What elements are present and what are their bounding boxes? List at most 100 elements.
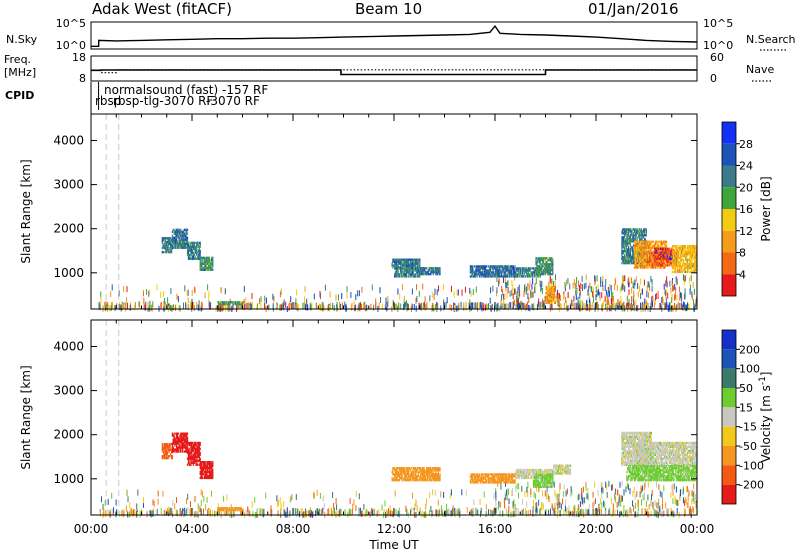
power-scatter-cell bbox=[509, 302, 511, 309]
power-scatter-cell bbox=[631, 296, 633, 302]
power-echo-cell bbox=[410, 275, 413, 278]
power-echo-cell bbox=[395, 273, 397, 276]
power-echo-cell bbox=[199, 266, 201, 269]
power-y-tick-label: 2000 bbox=[53, 222, 84, 236]
power-scatter-cell bbox=[557, 300, 559, 307]
power-scatter-cell bbox=[251, 293, 253, 299]
velocity-scatter-cell bbox=[136, 503, 138, 510]
power-echo-cell bbox=[552, 269, 554, 272]
power-echo-cell bbox=[478, 271, 480, 274]
power-echo-cell bbox=[625, 246, 627, 249]
velocity-scatter-cell bbox=[646, 508, 648, 515]
power-scatter-cell bbox=[653, 302, 655, 309]
velocity-scatter-cell bbox=[506, 489, 508, 496]
velocity-scatter-cell bbox=[557, 511, 559, 518]
power-echo-cell bbox=[171, 239, 173, 242]
power-echo-cell bbox=[637, 232, 639, 235]
power-echo-cell bbox=[176, 232, 179, 235]
power-echo-cell bbox=[395, 264, 397, 267]
power-echo-cell bbox=[186, 230, 188, 233]
power-echo-cell bbox=[631, 228, 633, 231]
power-echo-cell bbox=[628, 236, 631, 239]
power-echo-cell bbox=[207, 266, 209, 269]
power-echo-cell bbox=[674, 268, 676, 272]
power-scatter-cell bbox=[424, 301, 426, 308]
velocity-echo-cell bbox=[166, 445, 168, 448]
power-echo-cell bbox=[642, 250, 644, 253]
power-echo-cell bbox=[654, 255, 657, 258]
power-echo-cell bbox=[487, 265, 489, 268]
power-scatter-cell bbox=[578, 284, 580, 291]
power-echo-cell bbox=[200, 256, 202, 259]
velocity-scatter-cell bbox=[332, 492, 334, 498]
velocity-echo-cell bbox=[176, 448, 178, 451]
power-scatter-cell bbox=[520, 300, 522, 307]
power-scatter-cell bbox=[641, 289, 643, 295]
power-echo-cell bbox=[193, 247, 195, 250]
power-echo-cell bbox=[627, 254, 629, 257]
power-echo-cell bbox=[638, 262, 641, 265]
power-scatter-cell bbox=[111, 284, 113, 291]
power-echo-cell bbox=[628, 228, 631, 231]
power-echo-cell bbox=[688, 251, 690, 254]
power-echo-cell bbox=[634, 258, 636, 261]
power-scatter-cell bbox=[634, 279, 636, 286]
power-echo-cell bbox=[635, 246, 637, 249]
velocity-scatter-cell bbox=[219, 509, 221, 516]
power-echo-cell bbox=[552, 273, 554, 276]
power-echo-cell bbox=[681, 264, 683, 268]
power-scatter-cell bbox=[616, 302, 618, 309]
power-echo-cell bbox=[553, 291, 555, 295]
power-scatter-cell bbox=[315, 302, 317, 309]
power-echo-cell bbox=[404, 273, 407, 276]
power-echo-cell bbox=[170, 251, 172, 254]
power-echo-cell bbox=[183, 228, 185, 231]
power-echo-cell bbox=[651, 252, 653, 255]
velocity-scatter-cell bbox=[621, 495, 623, 502]
power-echo-cell bbox=[625, 232, 627, 235]
power-echo-cell bbox=[498, 269, 500, 272]
power-echo-cell bbox=[621, 240, 623, 243]
power-scatter-cell bbox=[610, 285, 612, 292]
power-echo-cell bbox=[548, 285, 551, 289]
power-scatter-cell bbox=[329, 303, 331, 309]
velocity-scatter-cell bbox=[581, 498, 583, 505]
power-echo-cell bbox=[202, 256, 204, 259]
power-echo-cell bbox=[674, 258, 676, 262]
velocity-scatter-cell bbox=[673, 511, 675, 518]
power-scatter-cell bbox=[354, 305, 356, 312]
power-scatter-cell bbox=[582, 302, 584, 309]
velocity-scatter-cell bbox=[479, 498, 481, 505]
power-scatter-cell bbox=[674, 302, 676, 309]
velocity-scatter-cell bbox=[475, 508, 477, 515]
power-scatter-cell bbox=[689, 284, 691, 291]
power-echo-cell bbox=[552, 263, 554, 266]
power-echo-cell bbox=[650, 266, 652, 269]
power-echo-cell bbox=[395, 275, 397, 278]
power-echo-cell bbox=[551, 269, 553, 272]
power-echo-cell bbox=[636, 238, 638, 241]
power-echo-cell bbox=[648, 244, 650, 247]
velocity-scatter-cell bbox=[203, 495, 205, 502]
power-echo-cell bbox=[647, 242, 649, 245]
power-echo-cell bbox=[395, 269, 397, 272]
power-echo-cell bbox=[195, 245, 197, 248]
power-colorbar-segment bbox=[722, 274, 736, 296]
velocity-scatter-cell bbox=[355, 505, 357, 512]
velocity-scatter-cell bbox=[536, 485, 538, 492]
power-echo-cell bbox=[536, 263, 538, 266]
velocity-scatter-cell bbox=[559, 489, 561, 496]
power-echo-cell bbox=[205, 258, 207, 261]
power-scatter-cell bbox=[411, 303, 413, 310]
power-scatter-cell bbox=[525, 303, 527, 310]
power-echo-cell bbox=[540, 259, 542, 262]
power-echo-cell bbox=[644, 258, 646, 261]
power-echo-cell bbox=[642, 240, 644, 243]
velocity-echo-cell bbox=[171, 448, 174, 451]
power-echo-cell bbox=[183, 240, 185, 243]
power-echo-cell bbox=[655, 240, 658, 243]
power-echo-cell bbox=[517, 267, 519, 270]
power-echo-cell bbox=[681, 249, 684, 252]
power-echo-cell bbox=[686, 258, 689, 262]
power-echo-cell bbox=[403, 264, 405, 267]
